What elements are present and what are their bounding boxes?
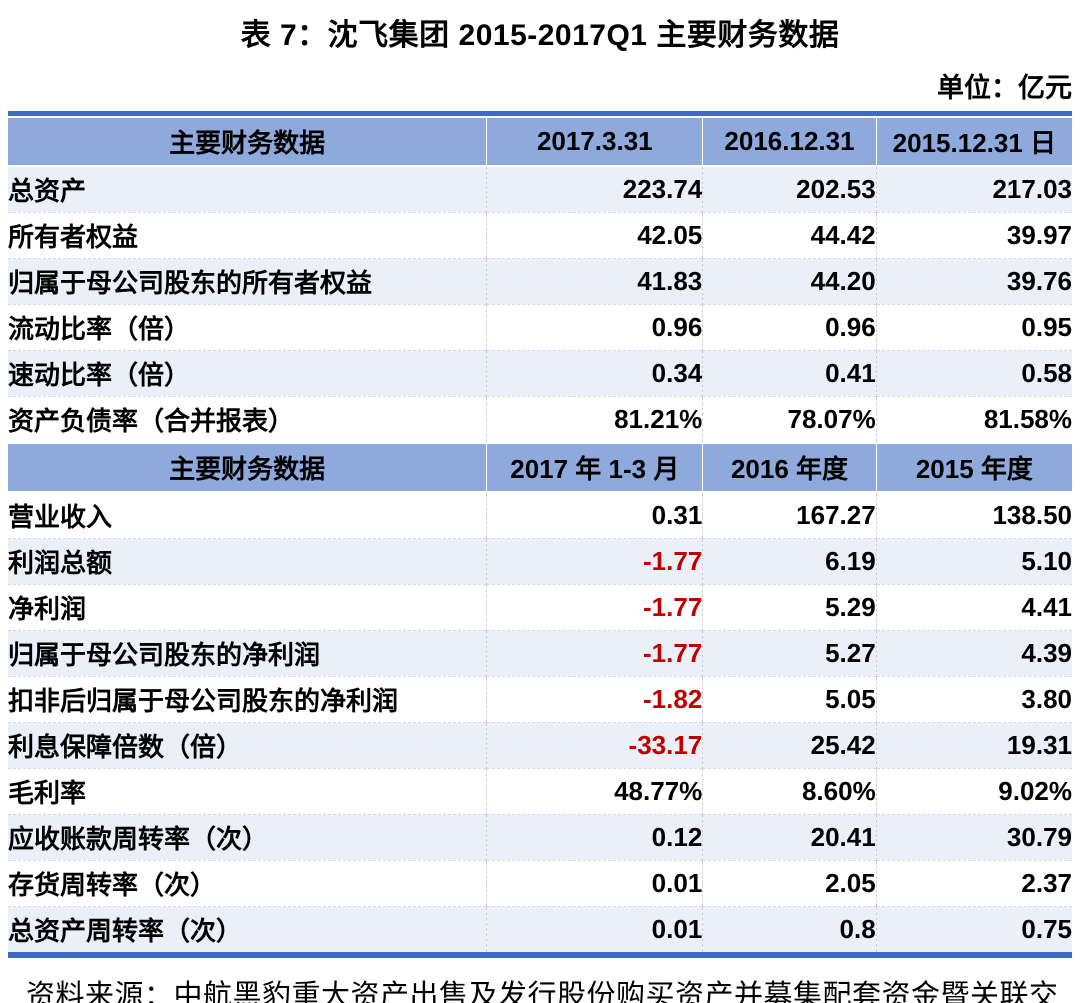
- row-value: -1.77: [486, 584, 703, 631]
- financial-table: 主要财务数据 2017.3.31 2016.12.31 2015.12.31 日总资产…: [8, 116, 1072, 952]
- column-header: 2017.3.31: [486, 116, 703, 167]
- table-row: 速动比率（倍） 0.34 0.41 0.58: [8, 350, 1072, 397]
- table-row: 归属于母公司股东的净利润 -1.77 5.27 4.39: [8, 630, 1072, 677]
- row-value: 81.58%: [875, 396, 1072, 443]
- row-value: 2.05: [702, 860, 877, 907]
- row-label: 利息保障倍数（倍）: [8, 722, 487, 769]
- section-header-row: 主要财务数据 2017.3.31 2016.12.31 2015.12.31 日: [8, 116, 1072, 167]
- row-value: 81.21%: [486, 396, 703, 443]
- table-row: 利润总额 -1.77 6.19 5.10: [8, 538, 1072, 585]
- table-row: 归属于母公司股东的所有者权益 41.83 44.20 39.76: [8, 258, 1072, 305]
- row-value: 5.05: [702, 676, 877, 723]
- unit-label: 单位：亿元: [937, 73, 1072, 103]
- column-header: 2015 年度: [875, 442, 1072, 493]
- table-row: 流动比率（倍） 0.96 0.96 0.95: [8, 304, 1072, 351]
- row-label: 利润总额: [8, 538, 487, 585]
- section-header-label: 主要财务数据: [8, 442, 487, 493]
- table-row: 应收账款周转率（次） 0.12 20.41 30.79: [8, 814, 1072, 861]
- financial-table-wrapper: 主要财务数据 2017.3.31 2016.12.31 2015.12.31 日总资产…: [8, 111, 1072, 958]
- row-value: 0.96: [702, 304, 877, 351]
- row-value: 4.41: [875, 584, 1072, 631]
- row-value: 20.41: [702, 814, 877, 861]
- table-row: 所有者权益 42.05 44.42 39.97: [8, 212, 1072, 259]
- row-label: 资产负债率（合并报表）: [8, 396, 487, 443]
- row-value: 0.58: [875, 350, 1072, 397]
- row-label: 归属于母公司股东的所有者权益: [8, 258, 487, 305]
- row-value: 4.39: [875, 630, 1072, 677]
- table-row: 净利润 -1.77 5.29 4.41: [8, 584, 1072, 631]
- row-value: 0.34: [486, 350, 703, 397]
- table-row: 总资产 223.74 202.53 217.03: [8, 165, 1072, 213]
- row-label: 应收账款周转率（次）: [8, 814, 487, 861]
- source-note-line: 资料来源：中航黑豹重大资产出售及发行股份购买资产并募集配套资金暨关联交: [26, 980, 1059, 1003]
- row-label: 总资产周转率（次）: [8, 906, 487, 952]
- row-value: 39.97: [875, 212, 1072, 259]
- row-value: 39.76: [875, 258, 1072, 305]
- row-value: 41.83: [486, 258, 703, 305]
- table-row: 扣非后归属于母公司股东的净利润 -1.82 5.05 3.80: [8, 676, 1072, 723]
- row-value: 6.19: [702, 538, 877, 585]
- row-value: 9.02%: [875, 768, 1072, 815]
- column-header: 2016 年度: [702, 442, 877, 493]
- row-value: 5.10: [875, 538, 1072, 585]
- row-value: 202.53: [702, 165, 877, 213]
- section-header-row: 主要财务数据 2017 年 1-3 月 2016 年度 2015 年度: [8, 442, 1072, 493]
- row-value: 0.01: [486, 860, 703, 907]
- row-label: 总资产: [8, 165, 487, 213]
- column-header: 2016.12.31: [702, 116, 877, 167]
- row-value: 25.42: [702, 722, 877, 769]
- table-row: 存货周转率（次） 0.01 2.05 2.37: [8, 860, 1072, 907]
- row-value: 138.50: [875, 491, 1072, 539]
- column-header: 2017 年 1-3 月: [486, 442, 703, 493]
- row-value: 0.01: [486, 906, 703, 952]
- row-value: -1.77: [486, 630, 703, 677]
- row-value: 0.75: [875, 906, 1072, 952]
- table-row: 营业收入 0.31 167.27 138.50: [8, 491, 1072, 539]
- row-label: 归属于母公司股东的净利润: [8, 630, 487, 677]
- row-label: 扣非后归属于母公司股东的净利润: [8, 676, 487, 723]
- table-row: 毛利率 48.77% 8.60% 9.02%: [8, 768, 1072, 815]
- row-label: 净利润: [8, 584, 487, 631]
- row-value: 0.96: [486, 304, 703, 351]
- row-value: 30.79: [875, 814, 1072, 861]
- row-label: 存货周转率（次）: [8, 860, 487, 907]
- row-value: 5.29: [702, 584, 877, 631]
- row-value: -33.17: [486, 722, 703, 769]
- row-value: 8.60%: [702, 768, 877, 815]
- row-label: 所有者权益: [8, 212, 487, 259]
- row-label: 速动比率（倍）: [8, 350, 487, 397]
- row-value: 44.20: [702, 258, 877, 305]
- row-value: 223.74: [486, 165, 703, 213]
- row-value: 5.27: [702, 630, 877, 677]
- section-header-label: 主要财务数据: [8, 116, 487, 167]
- table-row: 总资产周转率（次） 0.01 0.8 0.75: [8, 906, 1072, 952]
- table-row: 利息保障倍数（倍） -33.17 25.42 19.31: [8, 722, 1072, 769]
- row-value: 42.05: [486, 212, 703, 259]
- row-value: 217.03: [875, 165, 1072, 213]
- row-value: 3.80: [875, 676, 1072, 723]
- row-value: 2.37: [875, 860, 1072, 907]
- row-value: -1.77: [486, 538, 703, 585]
- table-row: 资产负债率（合并报表） 81.21% 78.07% 81.58%: [8, 396, 1072, 443]
- table-title: 表 7：沈飞集团 2015-2017Q1 主要财务数据: [240, 19, 840, 52]
- row-value: 0.95: [875, 304, 1072, 351]
- row-label: 毛利率: [8, 768, 487, 815]
- row-value: -1.82: [486, 676, 703, 723]
- row-value: 167.27: [702, 491, 877, 539]
- row-value: 0.8: [702, 906, 877, 952]
- row-value: 44.42: [702, 212, 877, 259]
- row-value: 0.31: [486, 491, 703, 539]
- row-value: 48.77%: [486, 768, 703, 815]
- document-page: 表 7：沈飞集团 2015-2017Q1 主要财务数据 单位：亿元 主要财务数据…: [0, 10, 1080, 1003]
- row-label: 流动比率（倍）: [8, 304, 487, 351]
- column-header: 2015.12.31 日: [875, 116, 1072, 167]
- row-value: 0.41: [702, 350, 877, 397]
- row-value: 78.07%: [702, 396, 877, 443]
- row-value: 0.12: [486, 814, 703, 861]
- financial-table-body: 主要财务数据 2017.3.31 2016.12.31 2015.12.31 日总资产…: [8, 116, 1072, 952]
- row-value: 19.31: [875, 722, 1072, 769]
- row-label: 营业收入: [8, 491, 487, 539]
- source-note: 资料来源：中航黑豹重大资产出售及发行股份购买资产并募集配套资金暨关联交 易报告书…: [26, 974, 1068, 1003]
